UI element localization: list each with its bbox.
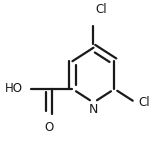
Text: N: N [89, 102, 98, 115]
Text: Cl: Cl [95, 3, 107, 16]
Text: O: O [45, 121, 54, 133]
Text: HO: HO [5, 82, 23, 95]
Text: Cl: Cl [139, 96, 150, 109]
